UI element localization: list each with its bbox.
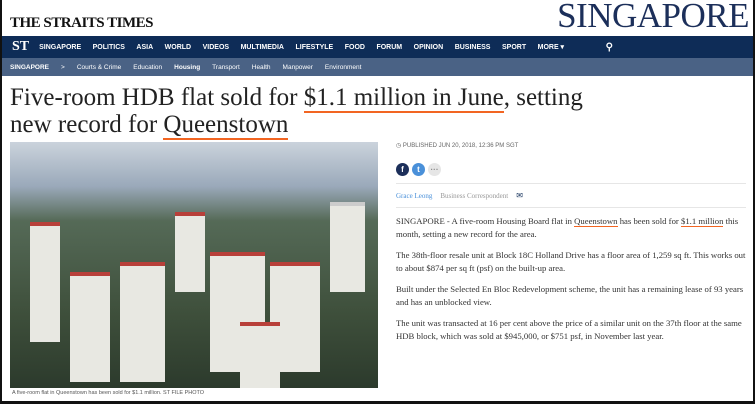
share-bar: f t ··· [396,163,746,176]
nav-item-videos[interactable]: VIDEOS [202,43,230,51]
facebook-icon[interactable]: f [396,163,409,176]
paragraph: Built under the Selected En Bloc Redevel… [396,284,744,307]
st-brand-icon[interactable]: ST [12,39,30,54]
site-logo[interactable]: THE STRAITS TIMES [10,15,153,31]
paragraph: The 38th-floor resale unit at Block 18C … [396,250,746,273]
photo-caption: A five-room flat in Queenstown has been … [12,390,205,396]
subnav-housing[interactable]: Housing [174,63,201,71]
nav-item-sport[interactable]: SPORT [501,43,527,51]
byline: Grace Leong Business Correspondent ✉ [396,191,746,200]
subnav-section[interactable]: SINGAPORE [10,63,50,71]
search-icon[interactable]: ⚲ [605,41,613,53]
nav-item-food[interactable]: FOOD [344,43,365,51]
author-name[interactable]: Grace Leong [396,191,433,200]
subnav-environment[interactable]: Environment [324,63,362,71]
subnav-courts[interactable]: Courts & Crime [76,63,122,71]
headline-highlight: $1.1 million in June [303,84,504,113]
headline: Five-room HDB flat sold for $1.1 million… [10,84,583,140]
author-role: Business Correspondent [440,191,509,200]
sub-nav: SINGAPORE > Courts & Crime Education Hou… [2,58,753,76]
twitter-icon[interactable]: t [412,163,425,176]
nav-item-politics[interactable]: POLITICS [92,43,125,51]
subnav-education[interactable]: Education [133,63,163,71]
article-body: ◷ PUBLISHED JUN 20, 2018, 12:36 PM SGT f… [396,142,746,351]
nav-item-singapore[interactable]: SINGAPORE [39,43,82,51]
nav-item-forum[interactable]: FORUM [376,43,403,51]
nav-item-world[interactable]: WORLD [164,43,192,51]
paragraph: The unit was transacted at 16 per cent a… [396,318,742,341]
subnav-manpower[interactable]: Manpower [282,63,313,71]
nav-item-lifestyle[interactable]: LIFESTYLE [295,43,334,51]
chevron-right-icon: > [61,63,65,71]
subnav-health[interactable]: Health [251,63,271,71]
main-nav: ST SINGAPORE POLITICS ASIA WORLD VIDEOS … [2,36,753,58]
nav-item-multimedia[interactable]: MULTIMEDIA [240,43,284,51]
subnav-transport[interactable]: Transport [212,63,240,71]
nav-item-business[interactable]: BUSINESS [454,43,491,51]
article-photo[interactable] [10,142,378,388]
nav-item-asia[interactable]: ASIA [136,43,154,51]
headline-highlight: Queenstown [163,111,289,140]
email-icon[interactable]: ✉ [516,191,523,200]
nav-item-more[interactable]: MORE ▾ [537,44,565,51]
masthead: THE STRAITS TIMES SINGAPORE [0,0,755,36]
paragraph: SINGAPORE - A five-room Housing Board fl… [396,216,739,239]
nav-item-opinion[interactable]: OPINION [413,43,444,51]
more-share-icon[interactable]: ··· [428,163,441,176]
section-banner: SINGAPORE [557,0,749,35]
published-date: ◷ PUBLISHED JUN 20, 2018, 12:36 PM SGT [396,143,519,149]
